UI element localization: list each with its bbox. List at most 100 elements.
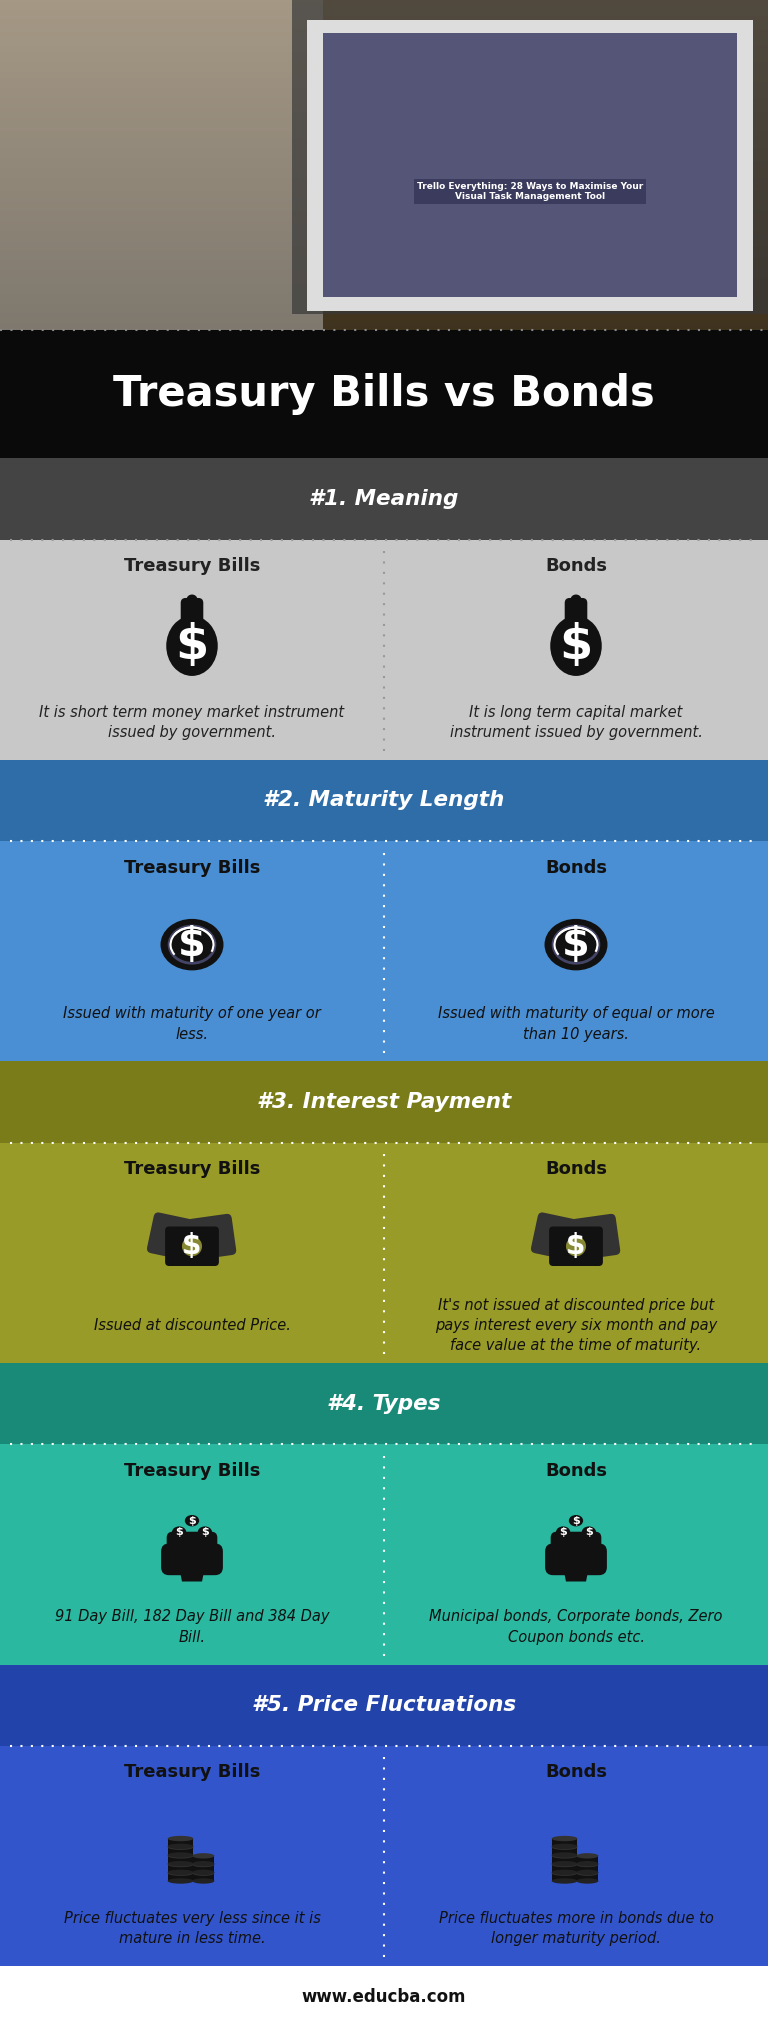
Bar — [193, 1857, 214, 1863]
Ellipse shape — [571, 594, 581, 604]
Ellipse shape — [545, 918, 607, 971]
Bar — [167, 1847, 194, 1855]
FancyBboxPatch shape — [549, 1226, 603, 1267]
Ellipse shape — [550, 616, 602, 675]
Bar — [0, 1143, 768, 1362]
Bar — [577, 1865, 598, 1873]
Bar — [551, 1865, 578, 1873]
FancyBboxPatch shape — [551, 1532, 573, 1559]
Text: It is long term capital market
instrument issued by government.: It is long term capital market instrumen… — [449, 705, 703, 740]
Text: Bonds: Bonds — [545, 557, 607, 576]
Bar — [0, 1362, 768, 1445]
Ellipse shape — [551, 1853, 578, 1859]
Text: $: $ — [175, 622, 209, 669]
Text: $: $ — [559, 622, 593, 669]
Text: Treasury Bills vs Bonds: Treasury Bills vs Bonds — [113, 373, 655, 416]
Bar — [0, 1445, 768, 1664]
Ellipse shape — [556, 1526, 571, 1538]
Text: Bonds: Bonds — [545, 1461, 607, 1480]
Ellipse shape — [581, 1526, 596, 1538]
Text: Price fluctuates more in bonds due to
longer maturity period.: Price fluctuates more in bonds due to lo… — [439, 1911, 713, 1946]
Ellipse shape — [197, 1526, 212, 1538]
Ellipse shape — [167, 1861, 194, 1867]
Ellipse shape — [167, 1871, 194, 1875]
Ellipse shape — [577, 1869, 598, 1875]
Ellipse shape — [577, 1853, 598, 1859]
Ellipse shape — [551, 1869, 578, 1875]
Bar — [193, 1865, 214, 1873]
Bar — [0, 458, 768, 539]
Text: 91 Day Bill, 182 Day Bill and 384 Day
Bill.: 91 Day Bill, 182 Day Bill and 384 Day Bi… — [55, 1609, 329, 1644]
Ellipse shape — [551, 1836, 578, 1841]
Bar — [0, 1664, 768, 1745]
Ellipse shape — [193, 1863, 214, 1867]
Bar — [0, 1745, 768, 1966]
Text: Issued at discounted Price.: Issued at discounted Price. — [94, 1318, 290, 1334]
Text: #4. Types: #4. Types — [327, 1395, 441, 1413]
Ellipse shape — [566, 1236, 586, 1257]
Text: #1. Meaning: #1. Meaning — [310, 489, 458, 509]
Bar — [551, 1873, 578, 1881]
Text: $: $ — [559, 1526, 567, 1536]
Ellipse shape — [551, 1863, 578, 1867]
Text: Issued with maturity of equal or more
than 10 years.: Issued with maturity of equal or more th… — [438, 1005, 714, 1042]
Ellipse shape — [577, 1879, 598, 1883]
Ellipse shape — [187, 594, 197, 604]
Bar — [307, 20, 753, 310]
Bar — [577, 1857, 598, 1863]
Text: $: $ — [566, 1232, 586, 1261]
Text: #3. Interest Payment: #3. Interest Payment — [257, 1093, 511, 1113]
Bar — [551, 1847, 578, 1855]
FancyBboxPatch shape — [561, 1214, 621, 1261]
Ellipse shape — [551, 1861, 578, 1867]
Text: Price fluctuates very less since it is
mature in less time.: Price fluctuates very less since it is m… — [64, 1911, 320, 1946]
Ellipse shape — [167, 1836, 194, 1841]
Text: $: $ — [175, 1526, 183, 1536]
Text: Treasury Bills: Treasury Bills — [124, 1159, 260, 1178]
FancyBboxPatch shape — [564, 598, 588, 624]
Text: www.educba.com: www.educba.com — [302, 1988, 466, 2005]
Ellipse shape — [551, 1845, 578, 1849]
Text: $: $ — [178, 924, 206, 965]
Ellipse shape — [161, 918, 223, 971]
Ellipse shape — [166, 616, 218, 675]
FancyBboxPatch shape — [579, 1532, 601, 1559]
Text: Bonds: Bonds — [545, 1763, 607, 1782]
Text: Treasury Bills: Treasury Bills — [124, 1763, 260, 1782]
FancyBboxPatch shape — [181, 1532, 203, 1559]
Ellipse shape — [551, 1871, 578, 1875]
Ellipse shape — [569, 1514, 583, 1526]
FancyBboxPatch shape — [195, 1532, 217, 1559]
Bar — [551, 1857, 578, 1863]
Polygon shape — [563, 1567, 589, 1581]
Ellipse shape — [167, 1853, 194, 1859]
Text: Treasury Bills: Treasury Bills — [124, 557, 260, 576]
FancyBboxPatch shape — [147, 1212, 208, 1263]
Text: #2. Maturity Length: #2. Maturity Length — [263, 791, 505, 811]
Bar — [551, 1838, 578, 1847]
Text: It is short term money market instrument
issued by government.: It is short term money market instrument… — [39, 705, 345, 740]
Ellipse shape — [172, 1526, 187, 1538]
Ellipse shape — [193, 1869, 214, 1875]
Ellipse shape — [193, 1879, 214, 1883]
Text: Municipal bonds, Corporate bonds, Zero
Coupon bonds etc.: Municipal bonds, Corporate bonds, Zero C… — [429, 1609, 723, 1644]
Bar — [0, 1966, 768, 2027]
Bar — [167, 1873, 194, 1881]
Text: $: $ — [585, 1526, 593, 1536]
Text: Trello Everything: 28 Ways to Maximise Your
Visual Task Management Tool: Trello Everything: 28 Ways to Maximise Y… — [417, 182, 643, 201]
Text: It's not issued at discounted price but
pays interest every six month and pay
fa: It's not issued at discounted price but … — [435, 1297, 717, 1354]
Text: $: $ — [201, 1526, 209, 1536]
Bar — [0, 539, 768, 760]
Ellipse shape — [577, 1861, 598, 1867]
Bar — [0, 760, 768, 841]
Text: #5. Price Fluctuations: #5. Price Fluctuations — [252, 1695, 516, 1715]
Text: Bonds: Bonds — [545, 859, 607, 876]
Ellipse shape — [193, 1861, 214, 1867]
Ellipse shape — [167, 1863, 194, 1867]
FancyBboxPatch shape — [165, 1226, 219, 1267]
Ellipse shape — [167, 1879, 194, 1883]
Bar — [323, 32, 737, 298]
FancyBboxPatch shape — [545, 1543, 607, 1575]
Text: Treasury Bills: Treasury Bills — [124, 1461, 260, 1480]
Ellipse shape — [577, 1863, 598, 1867]
